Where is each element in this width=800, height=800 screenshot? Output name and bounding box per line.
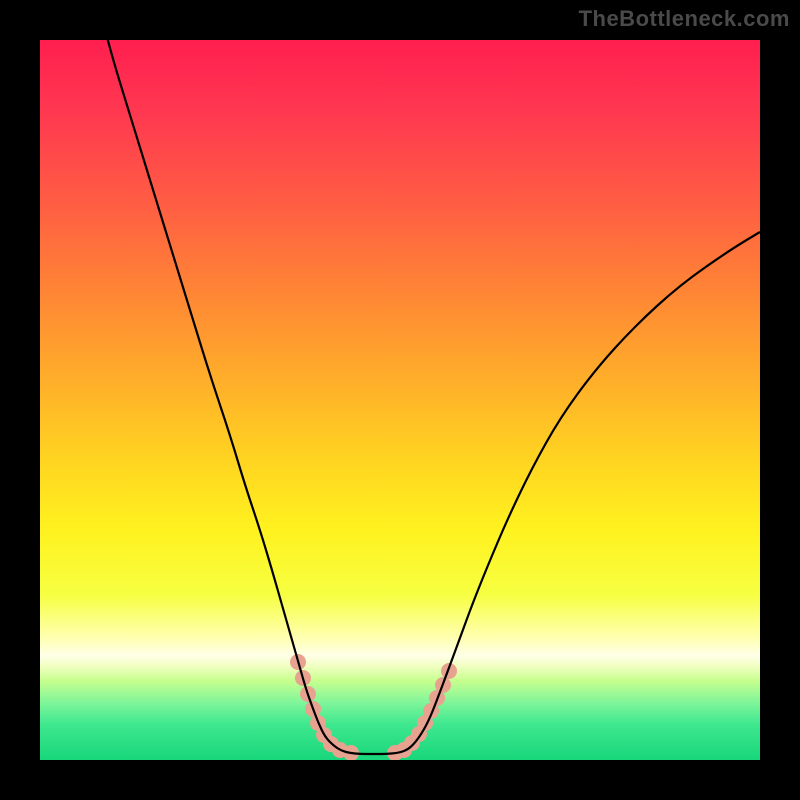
main-curve — [100, 40, 760, 754]
chart-container: { "watermark": "TheBottleneck.com", "wat… — [0, 0, 800, 800]
plot-area — [40, 40, 760, 760]
curve-layer — [40, 40, 760, 760]
watermark-text: TheBottleneck.com — [579, 6, 790, 32]
marker-band — [290, 654, 457, 760]
